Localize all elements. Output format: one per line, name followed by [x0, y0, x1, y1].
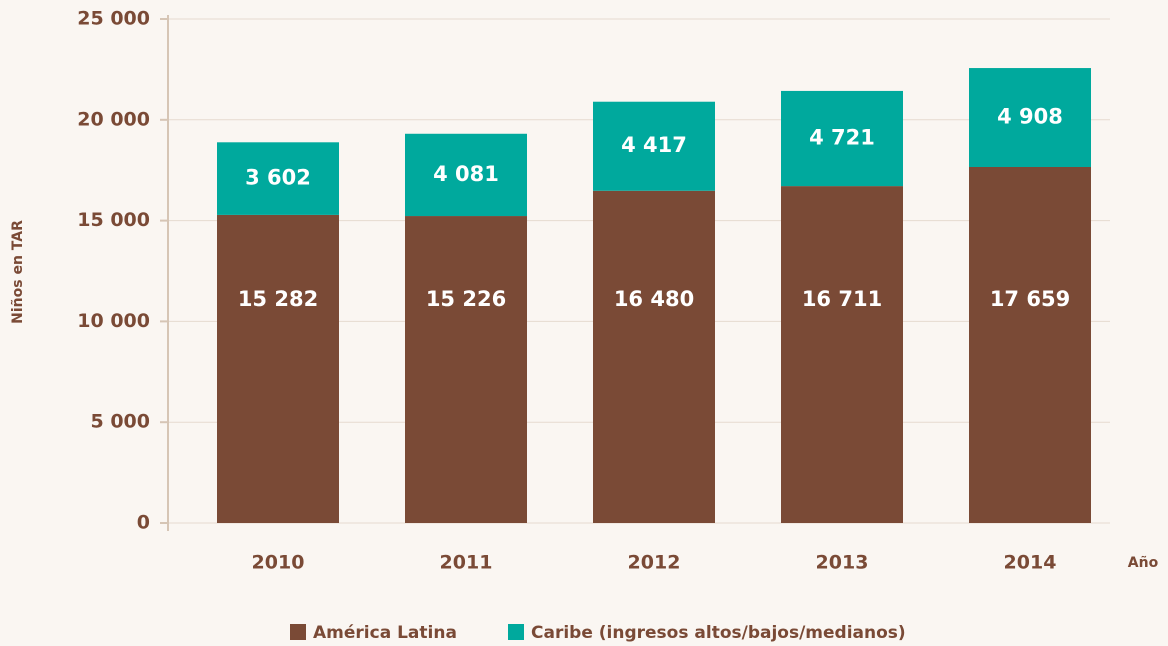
value-label: 4 417: [621, 133, 687, 157]
bar-segment: [593, 190, 715, 524]
bar-segment: [969, 166, 1091, 523]
value-label: 15 226: [426, 287, 506, 311]
value-label: 16 711: [802, 287, 882, 311]
value-label: 4 721: [809, 126, 875, 150]
y-tick-label: 25 000: [77, 8, 150, 30]
value-label: 3 602: [245, 166, 311, 190]
value-label: 17 659: [990, 287, 1070, 311]
value-label: 4 908: [997, 105, 1063, 129]
y-tick-label: 20 000: [77, 108, 150, 130]
y-tick-label: 15 000: [77, 209, 150, 231]
x-tick-label: 2012: [628, 552, 681, 574]
bar-segment: [405, 133, 527, 217]
x-tick-label: 2013: [816, 552, 869, 574]
bar-segment: [405, 216, 527, 524]
y-tick-label: 10 000: [77, 310, 150, 332]
x-tick-label: 2014: [1004, 552, 1057, 574]
legend-swatch: [290, 624, 306, 640]
legend-label: Caribe (ingresos altos/bajos/medianos): [531, 623, 906, 643]
legend-swatch: [508, 624, 524, 640]
bar-segment: [217, 142, 339, 215]
bar-segment: [781, 186, 903, 523]
x-tick-label: 2010: [252, 552, 305, 574]
y-tick-label: 5 000: [91, 411, 151, 433]
y-axis-label: Niños en TAR: [10, 220, 26, 324]
bar-segment: [781, 90, 903, 187]
x-axis-label: Año: [1128, 555, 1159, 571]
bar-segment: [969, 68, 1091, 167]
x-tick-label: 2011: [440, 552, 493, 574]
bar-segment: [217, 214, 339, 523]
legend-label: América Latina: [313, 623, 457, 643]
value-label: 4 081: [433, 162, 499, 186]
value-label: 16 480: [614, 287, 694, 311]
bar-segment: [593, 101, 715, 191]
value-label: 15 282: [238, 287, 318, 311]
y-tick-label: 0: [137, 512, 150, 534]
